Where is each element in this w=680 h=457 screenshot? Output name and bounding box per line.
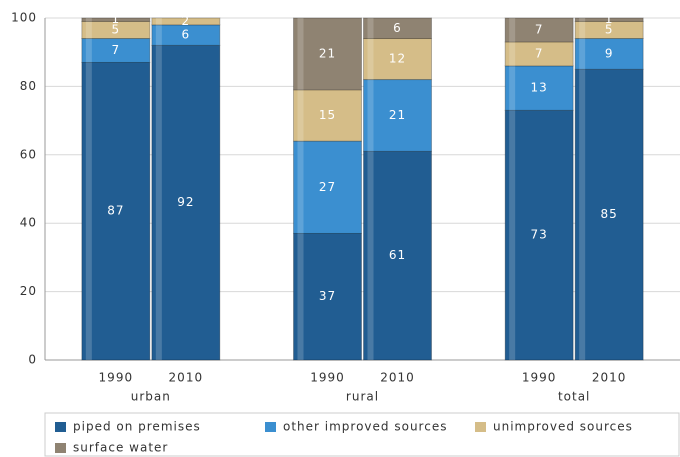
legend-label: other improved sources: [283, 420, 447, 434]
data-label: 37: [319, 289, 336, 303]
group-label: urban: [131, 390, 171, 404]
bar-highlight: [367, 151, 374, 360]
bar-segment: [363, 38, 432, 81]
bar-highlight: [509, 110, 516, 360]
y-tick-label: 40: [20, 216, 37, 230]
data-label: 85: [601, 207, 618, 221]
bar-highlight: [155, 24, 162, 46]
bar-segment: [504, 17, 574, 43]
bar-segment: [293, 232, 362, 361]
bar-highlight: [367, 18, 374, 39]
bar-highlight: [297, 18, 304, 90]
data-label: 7: [535, 22, 544, 36]
data-label: 2: [182, 14, 191, 28]
bar-highlight: [85, 62, 92, 361]
bar-highlight: [579, 69, 586, 361]
bar-highlight: [85, 21, 92, 39]
data-label: 6: [182, 28, 191, 42]
bar-segment: [363, 17, 432, 40]
group-label: total: [558, 390, 590, 404]
bar-segment: [81, 61, 151, 361]
x-tick-label: 1990: [522, 371, 557, 385]
bar-segment: [504, 109, 574, 361]
bar-segment: [293, 17, 362, 91]
bar-highlight: [85, 18, 92, 22]
bar-highlight: [297, 89, 304, 142]
x-tick-label: 1990: [310, 371, 345, 385]
legend-label: piped on premises: [73, 420, 201, 434]
bar-segment: [504, 65, 574, 111]
data-label: 7: [535, 46, 544, 60]
bar-highlight: [509, 65, 516, 111]
bar-segment: [151, 44, 221, 361]
legend-label: surface water: [73, 441, 168, 455]
data-label: 7: [112, 43, 121, 57]
bar-highlight: [155, 18, 162, 25]
data-label: 1: [112, 12, 121, 26]
bar-highlight: [509, 18, 516, 42]
data-label: 21: [319, 46, 336, 60]
y-tick-label: 20: [20, 284, 37, 298]
bar-segment: [574, 38, 644, 70]
legend-box: [44, 412, 680, 457]
data-label: 61: [389, 248, 406, 262]
x-tick-label: 2010: [169, 371, 204, 385]
data-label: 87: [107, 204, 124, 218]
data-label: 15: [319, 108, 336, 122]
data-label: 13: [531, 81, 548, 95]
bar-highlight: [579, 38, 586, 70]
y-tick-label: 80: [20, 79, 37, 93]
bar-highlight: [367, 38, 374, 80]
bar-segment: [363, 79, 432, 152]
bar-highlight: [579, 18, 586, 22]
data-label: 6: [393, 21, 402, 35]
x-tick-label: 2010: [592, 371, 627, 385]
x-tick-label: 1990: [99, 371, 134, 385]
data-label: 1: [605, 12, 614, 26]
x-tick-label: 2010: [380, 371, 415, 385]
bar-highlight: [367, 79, 374, 152]
legend-swatch: [55, 422, 66, 432]
bar-highlight: [579, 21, 586, 39]
y-tick-label: 60: [20, 147, 37, 161]
legend-swatch: [475, 422, 486, 432]
bar-segment: [293, 140, 362, 234]
bar-highlight: [155, 45, 162, 361]
data-label: 5: [112, 22, 121, 36]
bar-segment: [151, 17, 221, 26]
bar-segment: [293, 89, 362, 142]
bar-highlight: [297, 233, 304, 360]
bar-highlight: [85, 38, 92, 63]
group-label: rural: [346, 390, 379, 404]
y-tick-label: 100: [11, 11, 37, 25]
bar-segment: [363, 150, 432, 361]
legend-label: unimproved sources: [493, 420, 633, 434]
data-label: 92: [177, 195, 194, 209]
data-label: 12: [389, 52, 406, 66]
data-label: 27: [319, 180, 336, 194]
bar-segment: [81, 17, 151, 22]
legend-swatch: [55, 443, 66, 453]
bar-highlight: [297, 141, 304, 234]
bar-segment: [574, 68, 644, 361]
bar-highlight: [509, 41, 516, 66]
data-label: 9: [605, 46, 614, 60]
data-label: 5: [605, 22, 614, 36]
legend-swatch: [265, 422, 276, 432]
y-tick-label: 0: [28, 353, 37, 367]
bar-segment: [574, 17, 644, 22]
data-label: 73: [531, 228, 548, 242]
data-label: 21: [389, 108, 406, 122]
